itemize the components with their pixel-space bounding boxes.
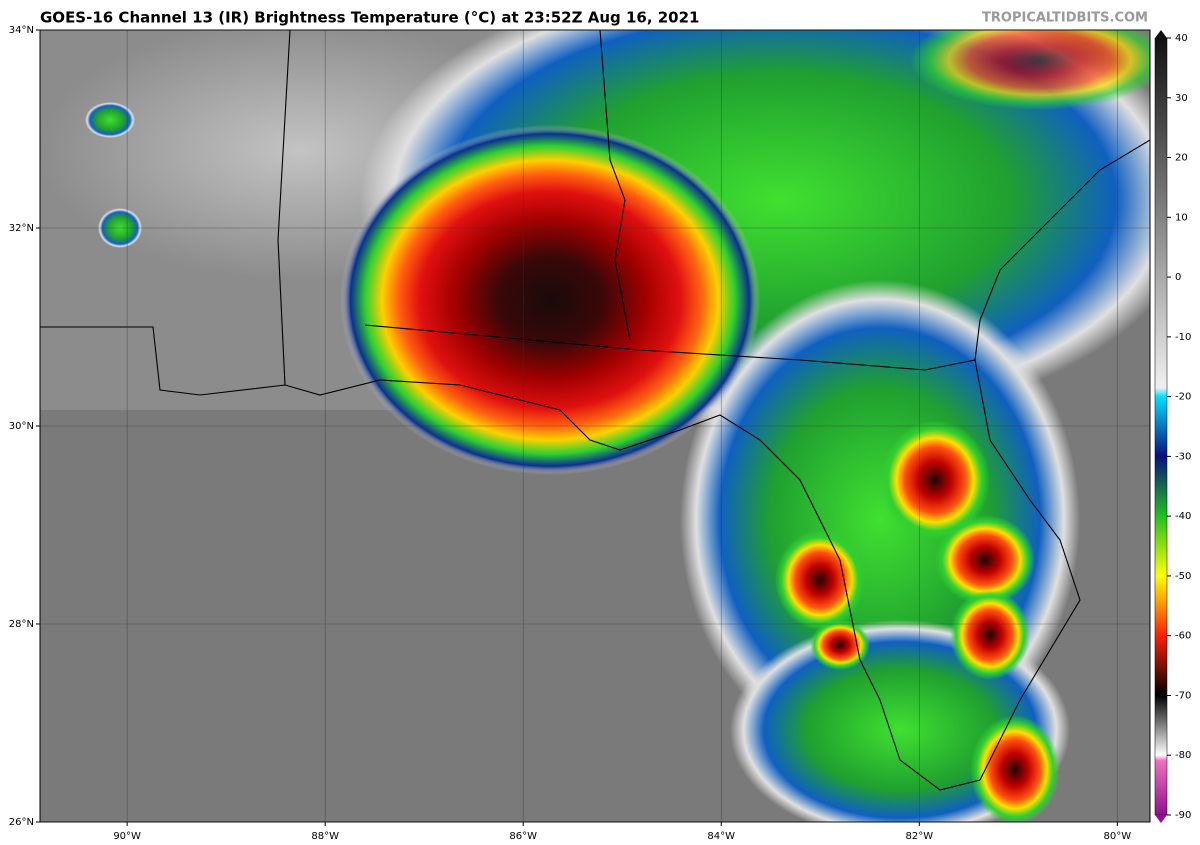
- x-tick-label: 82°W: [905, 831, 933, 842]
- colorbar-label: -10: [1175, 332, 1191, 343]
- colorbar-label: 10: [1175, 212, 1188, 223]
- colorbar-label: -80: [1175, 750, 1191, 761]
- y-tick-label: 30°N: [9, 421, 34, 432]
- x-tick-label: 80°W: [1104, 831, 1132, 842]
- x-tick-label: 88°W: [311, 831, 339, 842]
- colorbar-label: -70: [1175, 690, 1191, 701]
- colorbar-label: 30: [1175, 93, 1188, 104]
- x-tick-label: 86°W: [509, 831, 537, 842]
- colorbar-label: -50: [1175, 571, 1191, 582]
- y-tick-label: 32°N: [9, 223, 34, 234]
- x-tick-label: 90°W: [113, 831, 141, 842]
- colorbar-label: -90: [1175, 810, 1191, 821]
- source: TROPICALTIDBITS.COM: [982, 11, 1148, 26]
- title: GOES-16 Channel 13 (IR) Brightness Tempe…: [40, 9, 700, 27]
- imagery: [40, 30, 1150, 822]
- colorbar-label: 40: [1175, 33, 1188, 44]
- x-tick-label: 84°W: [707, 831, 735, 842]
- colorbar: [1154, 37, 1168, 816]
- y-tick-label: 26°N: [9, 817, 34, 828]
- colorbar-label: 0: [1175, 272, 1181, 283]
- colorbar-extend: [1155, 815, 1167, 823]
- colorbar-label: -60: [1175, 631, 1191, 642]
- colorbar-label: -30: [1175, 451, 1191, 462]
- y-tick-label: 34°N: [9, 25, 34, 36]
- colorbar-label: -40: [1175, 511, 1191, 522]
- colorbar-label: -20: [1175, 392, 1191, 403]
- colorbar-extend: [1155, 30, 1167, 38]
- colorbar-label: 20: [1175, 153, 1188, 164]
- y-tick-label: 28°N: [9, 619, 34, 630]
